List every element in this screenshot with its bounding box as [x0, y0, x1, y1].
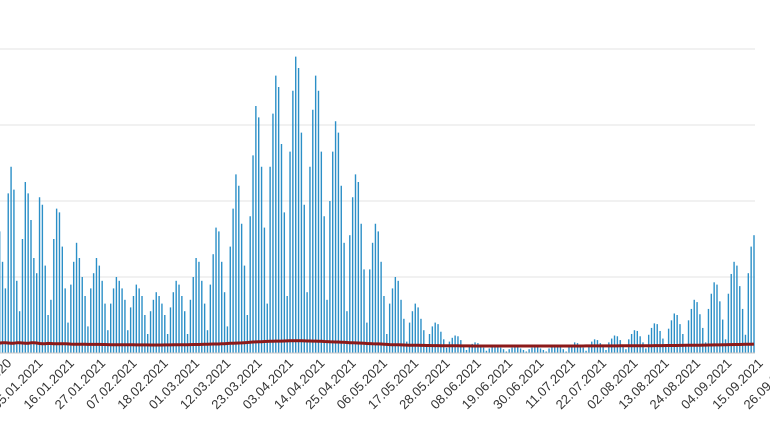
bar-series	[0, 56, 755, 353]
line-series	[0, 339, 755, 348]
gridlines	[0, 48, 755, 278]
x-tick-labels: 25.12.202005.01.202116.01.202127.01.2021…	[0, 356, 770, 413]
